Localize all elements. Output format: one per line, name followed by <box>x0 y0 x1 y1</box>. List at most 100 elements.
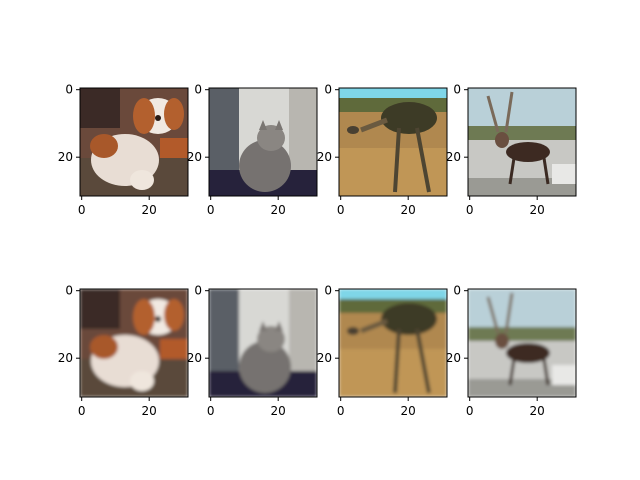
deer-head <box>495 132 509 148</box>
y-tick-label: 0 <box>453 284 461 298</box>
cat-ear-left <box>259 120 267 130</box>
cat-head <box>257 326 285 352</box>
axes-frame <box>208 87 318 197</box>
axes-frame <box>467 87 577 197</box>
panel-original-deer: 0 20 0 20 <box>446 83 577 217</box>
deer-rump <box>552 164 576 184</box>
ostrich-leg-left <box>393 127 401 193</box>
image-content <box>80 289 188 397</box>
y-tick-label: 20 <box>317 150 332 164</box>
ostrich-body <box>381 303 437 335</box>
panel-reconstruction-cat: 0 20 0 20 <box>187 284 318 418</box>
dog-nose <box>155 115 161 121</box>
cat-ear-left <box>259 321 267 331</box>
deer-body <box>506 343 550 363</box>
dog-ear-left <box>133 98 155 134</box>
image-content <box>339 88 447 196</box>
image-content <box>209 88 317 196</box>
treeline <box>468 126 576 140</box>
y-tick-label: 20 <box>58 351 73 365</box>
y-tick-label: 0 <box>324 83 332 97</box>
image-deer <box>468 88 576 196</box>
dog-legs <box>130 170 154 190</box>
panel-original-dog: 0 20 0 20 <box>58 83 189 217</box>
ostrich-leg-right <box>415 127 431 193</box>
axes-frame <box>467 288 577 398</box>
x-tick-label: 0 <box>207 203 215 217</box>
dog-ear-right <box>164 299 184 331</box>
x-tick-label: 0 <box>466 404 474 418</box>
deer-antler-left <box>486 95 500 133</box>
panel-reconstruction-ostrich: 0 20 0 20 <box>317 284 448 418</box>
deer-rump <box>552 365 576 385</box>
x-tick-label: 0 <box>78 203 86 217</box>
image-deer <box>468 289 576 397</box>
deer-leg-front <box>508 358 516 386</box>
sand <box>339 148 447 196</box>
cat-ear-right <box>275 321 283 331</box>
deer-antler-right <box>504 91 514 133</box>
y-tick-label: 20 <box>187 351 202 365</box>
image-dog <box>80 88 188 196</box>
y-tick-label: 0 <box>65 284 73 298</box>
deer-head <box>495 333 509 349</box>
axes-frame <box>208 288 318 398</box>
x-tick-label: 0 <box>337 404 345 418</box>
axes-frame <box>79 87 189 197</box>
y-tick-label: 20 <box>446 351 461 365</box>
dog-ear-right <box>164 98 184 130</box>
dog-patch <box>90 335 118 359</box>
bg-door <box>209 289 239 374</box>
image-content <box>209 289 317 397</box>
deer-leg-back <box>542 358 550 386</box>
y-tick-label: 0 <box>65 83 73 97</box>
x-tick-label: 0 <box>337 203 345 217</box>
ostrich-body <box>381 102 437 134</box>
panel-reconstruction-dog: 0 20 0 20 <box>58 284 189 418</box>
ostrich-head <box>347 126 359 134</box>
panel-original-cat: 0 20 0 20 <box>187 83 318 217</box>
y-tick-label: 20 <box>446 150 461 164</box>
axes-frame <box>79 288 189 398</box>
axes-frame <box>338 87 448 197</box>
ostrich-neck <box>360 117 388 133</box>
x-tick-label: 20 <box>401 404 416 418</box>
y-tick-label: 0 <box>194 284 202 298</box>
x-tick-label: 0 <box>466 203 474 217</box>
cat-ear-right <box>275 120 283 130</box>
ostrich-leg-left <box>393 328 401 394</box>
x-tick-label: 20 <box>401 203 416 217</box>
panel-reconstruction-deer: 0 20 0 20 <box>446 284 577 418</box>
image-content <box>468 289 576 397</box>
image-dog <box>80 289 188 397</box>
ostrich-neck <box>360 318 388 334</box>
image-content <box>468 88 576 196</box>
y-tick-label: 0 <box>453 83 461 97</box>
deer-leg-back <box>542 157 550 185</box>
treeline <box>468 327 576 341</box>
image-cat <box>209 289 317 397</box>
cat-body <box>239 341 291 393</box>
dog-ear-left <box>133 299 155 335</box>
panel-original-ostrich: 0 20 0 20 <box>317 83 448 217</box>
deer-body <box>506 142 550 162</box>
x-tick-label: 20 <box>142 203 157 217</box>
y-tick-label: 20 <box>58 150 73 164</box>
bg-door <box>209 88 239 173</box>
y-tick-label: 20 <box>317 351 332 365</box>
x-tick-label: 20 <box>142 404 157 418</box>
x-tick-label: 0 <box>78 404 86 418</box>
y-tick-label: 20 <box>187 150 202 164</box>
y-tick-label: 0 <box>324 284 332 298</box>
axes-frame <box>338 288 448 398</box>
image-ostrich <box>339 88 447 196</box>
sky <box>339 88 447 98</box>
ostrich-leg-right <box>415 328 431 394</box>
bg-dark-corner <box>80 289 120 329</box>
bg-dark-corner <box>80 88 120 128</box>
image-cat <box>209 88 317 196</box>
image-content <box>339 289 447 397</box>
dog-nose <box>155 316 161 322</box>
